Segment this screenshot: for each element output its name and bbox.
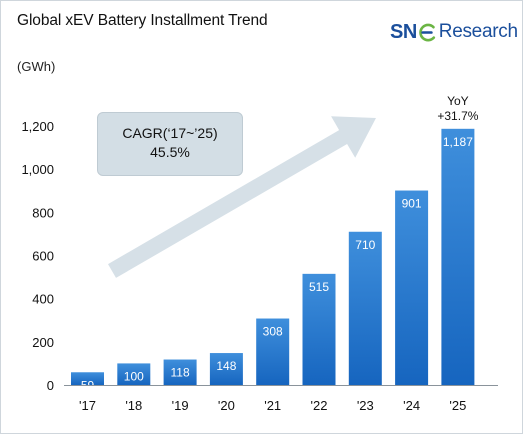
y-tick-label: 0 xyxy=(47,378,54,393)
bar xyxy=(256,318,290,385)
bar xyxy=(441,128,475,385)
bar xyxy=(71,372,104,385)
yoy-label: YoY xyxy=(447,94,469,108)
x-tick-label: '19 xyxy=(172,398,189,413)
bar-value-label: 118 xyxy=(171,366,190,380)
y-tick-label: 200 xyxy=(32,335,54,350)
y-tick-label: 800 xyxy=(32,205,54,220)
chart-title: Global xEV Battery Installment Trend xyxy=(17,12,268,29)
logo-e-icon xyxy=(418,23,437,42)
x-axis-ticks: '17 '18 '19 '20 '21 '22 '23 '24 '25 xyxy=(79,398,466,413)
bar-value-label: 515 xyxy=(309,280,329,294)
x-tick-label: '17 xyxy=(79,398,96,413)
x-tick-label: '20 xyxy=(218,398,235,413)
x-tick-label: '22 xyxy=(311,398,328,413)
cagr-callout: CAGR(‘17~’25) 45.5% xyxy=(97,112,243,176)
y-tick-label: 1,200 xyxy=(21,119,54,134)
yoy-value: +31.7% xyxy=(437,109,478,123)
y-tick-label: 1,000 xyxy=(21,162,54,177)
bar xyxy=(348,231,382,385)
x-tick-label: '23 xyxy=(357,398,374,413)
y-tick-label: 600 xyxy=(32,249,54,264)
x-tick-label: '25 xyxy=(449,398,466,413)
bar xyxy=(395,190,429,385)
y-tick-label: 400 xyxy=(32,292,54,307)
bar-value-label: 1,187 xyxy=(443,135,473,149)
cagr-value: 45.5% xyxy=(150,144,190,160)
y-axis-unit: (GWh) xyxy=(17,59,56,74)
x-tick-label: '21 xyxy=(264,398,281,413)
bar-value-label: 308 xyxy=(263,325,283,339)
cagr-label: CAGR(‘17~’25) xyxy=(122,125,218,141)
bar-value-label: 710 xyxy=(355,238,375,252)
bar-value-label: 100 xyxy=(124,369,144,383)
bar xyxy=(302,273,336,385)
bar xyxy=(209,353,243,385)
x-tick-label: '18 xyxy=(125,398,142,413)
trend-arrow xyxy=(108,116,376,278)
bar-value-label: 901 xyxy=(402,197,422,211)
logo-research-text: Research xyxy=(438,21,518,42)
sne-research-logo: SN Research xyxy=(390,21,518,43)
logo-sn-text: SN xyxy=(390,20,417,43)
bar xyxy=(163,359,197,385)
y-axis-ticks: 0 200 400 600 800 1,000 1,200 xyxy=(21,119,54,393)
x-tick-label: '24 xyxy=(403,398,420,413)
bar-value-label: 148 xyxy=(216,359,236,373)
bar xyxy=(117,363,151,385)
